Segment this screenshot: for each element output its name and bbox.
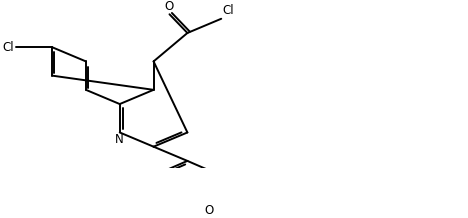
Text: N: N [116,133,124,146]
Text: Cl: Cl [3,41,14,54]
Text: O: O [165,0,174,13]
Text: O: O [205,204,214,217]
Text: Cl: Cl [222,4,234,17]
